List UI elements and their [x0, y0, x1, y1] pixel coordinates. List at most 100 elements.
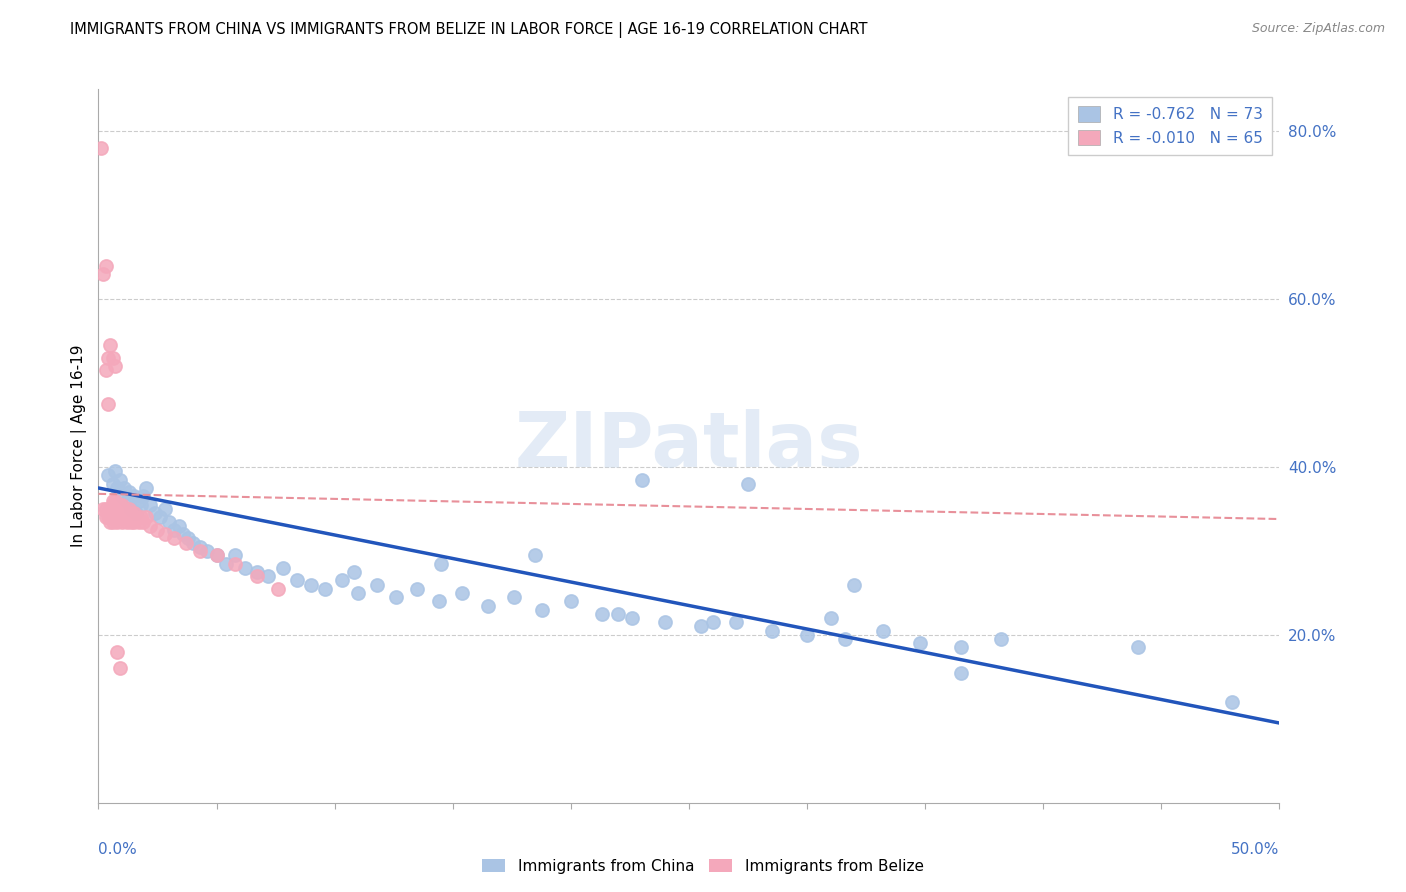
Point [94, 502, 117, 516]
Point [105, 510, 128, 524]
Point [139, 498, 162, 512]
Point [135, 481, 157, 495]
Point [101, 351, 124, 365]
Point [146, 523, 169, 537]
Point [105, 481, 128, 495]
Point [531, 603, 554, 617]
Text: IMMIGRANTS FROM CHINA VS IMMIGRANTS FROM BELIZE IN LABOR FORCE | AGE 16-19 CORRE: IMMIGRANTS FROM CHINA VS IMMIGRANTS FROM… [70, 22, 868, 38]
Point [177, 532, 200, 546]
Point [101, 502, 124, 516]
Point [385, 590, 408, 604]
Point [104, 464, 127, 478]
Point [128, 493, 150, 508]
Point [342, 565, 364, 579]
Point [524, 548, 547, 562]
Point [1126, 640, 1149, 655]
Point [949, 640, 972, 655]
Point [149, 510, 172, 524]
Point [990, 632, 1012, 646]
Point [91, 267, 114, 281]
Point [125, 506, 148, 520]
Point [172, 527, 194, 541]
Point [174, 535, 197, 549]
Text: 0.0%: 0.0% [98, 842, 138, 857]
Point [503, 590, 526, 604]
Point [163, 523, 186, 537]
Point [267, 582, 290, 596]
Point [205, 548, 228, 562]
Point [97, 351, 120, 365]
Point [702, 615, 724, 630]
Point [233, 560, 256, 574]
Point [115, 515, 138, 529]
Point [105, 498, 128, 512]
Point [104, 510, 127, 524]
Point [153, 527, 176, 541]
Point [347, 586, 370, 600]
Legend: Immigrants from China, Immigrants from Belize: Immigrants from China, Immigrants from B… [477, 853, 929, 880]
Point [104, 359, 127, 374]
Point [115, 493, 138, 508]
Y-axis label: In Labor Force | Age 16-19: In Labor Force | Age 16-19 [72, 344, 87, 548]
Point [621, 611, 644, 625]
Point [98, 506, 121, 520]
Point [257, 569, 280, 583]
Point [125, 510, 148, 524]
Point [129, 498, 152, 512]
Point [112, 481, 135, 495]
Point [135, 510, 157, 524]
Point [139, 518, 162, 533]
Point [725, 615, 748, 630]
Point [101, 515, 124, 529]
Point [128, 515, 150, 529]
Point [163, 532, 186, 546]
Point [949, 665, 972, 680]
Point [872, 624, 894, 638]
Point [796, 628, 818, 642]
Point [591, 607, 613, 621]
Point [689, 619, 711, 633]
Point [607, 607, 630, 621]
Point [104, 493, 127, 508]
Point [844, 577, 866, 591]
Point [112, 502, 135, 516]
Point [205, 548, 228, 562]
Point [737, 476, 759, 491]
Point [132, 489, 155, 503]
Point [118, 510, 141, 524]
Point [477, 599, 499, 613]
Point [430, 557, 453, 571]
Point [97, 397, 120, 411]
Point [122, 489, 145, 503]
Point [451, 586, 474, 600]
Point [560, 594, 582, 608]
Point [115, 506, 138, 520]
Point [101, 493, 124, 508]
Point [104, 502, 127, 516]
Point [820, 611, 842, 625]
Point [101, 510, 124, 524]
Point [630, 473, 652, 487]
Point [188, 540, 211, 554]
Point [94, 510, 117, 524]
Point [94, 363, 117, 377]
Point [366, 577, 388, 591]
Point [121, 506, 143, 520]
Point [122, 506, 145, 520]
Point [129, 510, 152, 524]
Text: 50.0%: 50.0% [1232, 842, 1279, 857]
Point [97, 506, 120, 520]
Point [118, 502, 141, 516]
Point [246, 565, 269, 579]
Legend: R = -0.762   N = 73, R = -0.010   N = 65: R = -0.762 N = 73, R = -0.010 N = 65 [1069, 97, 1272, 155]
Point [111, 506, 134, 520]
Point [108, 498, 131, 512]
Point [111, 515, 134, 529]
Point [910, 636, 932, 650]
Point [224, 557, 246, 571]
Point [157, 515, 180, 529]
Point [271, 560, 294, 574]
Point [98, 502, 121, 516]
Text: Source: ZipAtlas.com: Source: ZipAtlas.com [1251, 22, 1385, 36]
Point [111, 510, 134, 524]
